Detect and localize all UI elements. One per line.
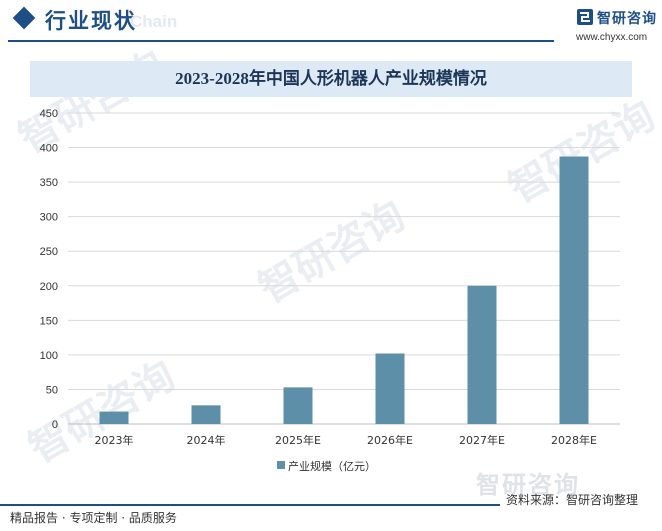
x-tick-label: 2024年: [187, 433, 226, 447]
brand-name: 智研咨询: [597, 11, 657, 27]
y-tick-label: 100: [40, 350, 58, 362]
bar: [375, 353, 405, 424]
x-tick-label: 2028年E: [551, 433, 597, 447]
legend-swatch: [277, 461, 285, 469]
legend-label: 产业规模（亿元）: [288, 460, 376, 473]
chart-title: 2023-2028年中国人形机器人产业规模情况: [175, 69, 487, 88]
bar: [191, 405, 221, 424]
x-tick-label: 2025年E: [275, 433, 321, 447]
bar: [559, 156, 589, 424]
chart-title-banner: 2023-2028年中国人形机器人产业规模情况: [30, 61, 632, 97]
bar: [99, 411, 129, 424]
diamond-icon: [12, 6, 36, 30]
y-tick-label: 150: [40, 315, 58, 327]
y-tick-label: 400: [40, 143, 58, 155]
footer-watermark: 智研咨询: [476, 471, 580, 499]
source-note: 资料来源：智研咨询整理: [506, 493, 639, 507]
brand-logo-icon: [577, 9, 593, 25]
footer-divider: [0, 504, 500, 506]
y-tick-label: 0: [52, 419, 58, 431]
x-tick-label: 2026年E: [367, 433, 413, 447]
brand-url: www.chyxx.com: [576, 32, 648, 43]
y-tick-label: 300: [40, 212, 58, 224]
section-title: 行业现状: [45, 9, 137, 33]
footer-tagline: 精品报告 · 专项定制 · 品质服务: [10, 511, 177, 525]
bar: [283, 387, 313, 424]
footer-bar: 精品报告 · 专项定制 · 品质服务: [0, 504, 662, 531]
header-divider: [8, 40, 554, 42]
header-watermark: Chain: [130, 12, 178, 31]
bar-chart: 0 50 100 150 200 250 300 350 400 450 2023年 2024年 202…: [40, 108, 620, 447]
y-tick-label: 50: [46, 384, 58, 396]
y-tick-label: 200: [40, 281, 58, 293]
bar: [467, 285, 497, 424]
brand-block: 智研咨询 www.chyxx.com: [576, 8, 662, 48]
y-tick-label: 250: [40, 246, 58, 258]
page-header: 行业现状 Chain 智研咨询 www.chyxx.com: [0, 0, 662, 43]
y-tick-label: 350: [40, 177, 58, 189]
x-tick-label: 2023年: [95, 433, 134, 447]
x-tick-label: 2027年E: [459, 433, 505, 447]
y-tick-label: 450: [40, 108, 58, 120]
